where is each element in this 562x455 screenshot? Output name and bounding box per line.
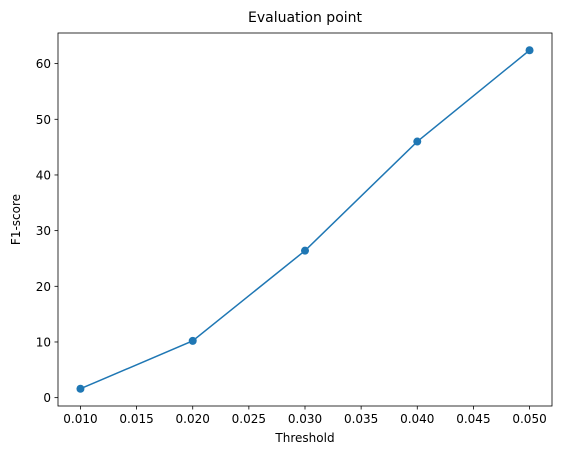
chart-title: Evaluation point bbox=[248, 10, 363, 26]
y-tick-label: 60 bbox=[36, 57, 51, 71]
x-tick-label: 0.050 bbox=[512, 412, 546, 426]
series-layer bbox=[76, 46, 534, 393]
data-point bbox=[301, 246, 309, 255]
data-point bbox=[525, 46, 534, 55]
x-axis: 0.010 0.015 0.020 0.025 0.030 0.035 0.040 0.045… bbox=[63, 406, 547, 426]
x-tick-label: 0.015 bbox=[119, 412, 153, 426]
x-tick-label: 0.025 bbox=[232, 412, 266, 426]
x-tick-label: 0.045 bbox=[456, 412, 490, 426]
data-point bbox=[188, 336, 197, 345]
y-tick-label: 10 bbox=[36, 335, 51, 349]
y-tick-label: 40 bbox=[36, 168, 51, 182]
y-axis-label: F1-score bbox=[9, 194, 23, 245]
x-tick-label: 0.035 bbox=[344, 412, 378, 426]
y-axis: 0 10 20 30 40 50 60 bbox=[36, 57, 58, 405]
plot-area bbox=[57, 32, 553, 407]
y-tick-label: 0 bbox=[43, 391, 51, 405]
x-tick-label: 0.010 bbox=[63, 412, 97, 426]
y-tick-label: 50 bbox=[36, 113, 51, 127]
data-point bbox=[413, 137, 422, 146]
y-tick-label: 20 bbox=[36, 280, 51, 294]
x-axis-label: Threshold bbox=[274, 431, 334, 445]
x-tick-label: 0.020 bbox=[176, 412, 210, 426]
data-point bbox=[76, 384, 85, 393]
y-tick-label: 30 bbox=[36, 224, 51, 238]
x-tick-label: 0.040 bbox=[400, 412, 434, 426]
x-tick-label: 0.030 bbox=[288, 412, 322, 426]
